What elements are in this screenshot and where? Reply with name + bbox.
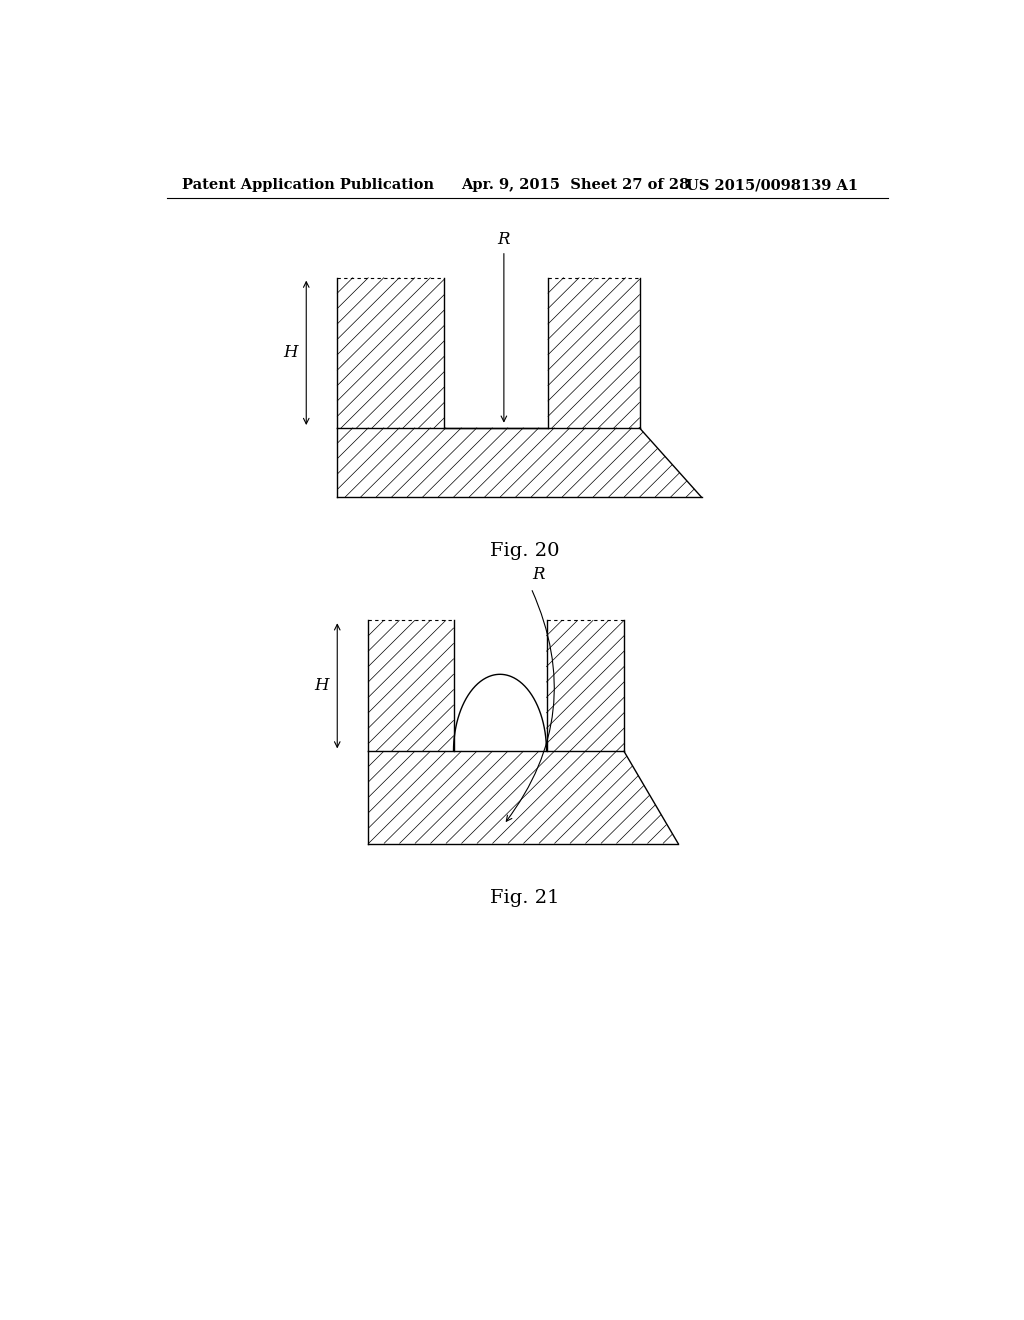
Text: R: R — [532, 566, 545, 582]
Text: R: R — [498, 231, 510, 248]
Text: US 2015/0098139 A1: US 2015/0098139 A1 — [686, 178, 858, 193]
Text: H: H — [284, 345, 298, 362]
Text: Patent Application Publication: Patent Application Publication — [182, 178, 434, 193]
Text: Fig. 20: Fig. 20 — [490, 543, 559, 560]
Text: Apr. 9, 2015  Sheet 27 of 28: Apr. 9, 2015 Sheet 27 of 28 — [461, 178, 689, 193]
Text: H: H — [314, 677, 329, 694]
Text: Fig. 21: Fig. 21 — [490, 888, 559, 907]
